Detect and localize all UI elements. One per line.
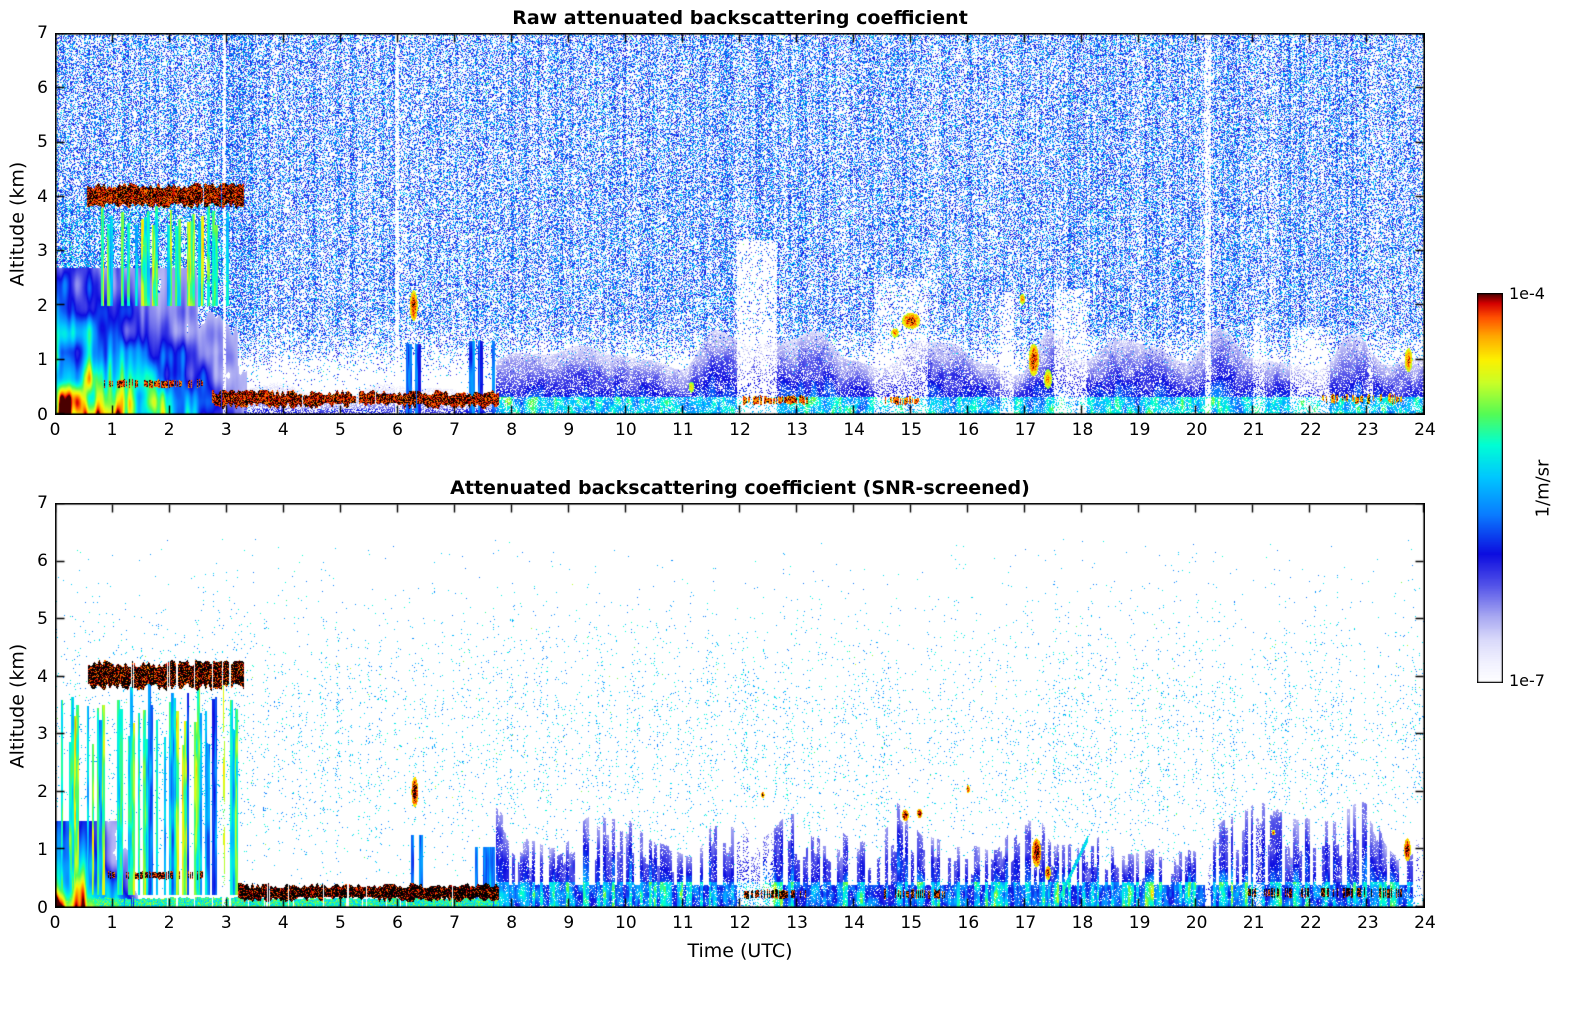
x-tick-label: 8 [506, 913, 518, 933]
x-tick-label: 21 [1242, 420, 1265, 440]
y-tick-label: 2 [37, 295, 48, 316]
x-tick-label: 23 [1357, 913, 1379, 933]
x-tick-label: 15 [900, 420, 923, 440]
x-tick-label: 14 [843, 913, 865, 933]
colorbar-unit-wrap: 1/m/sr [1528, 293, 1558, 683]
colorbar-gradient [1477, 293, 1503, 683]
x-tick-label: 16 [957, 913, 980, 933]
y-tick-label: 7 [37, 23, 48, 43]
y-tick-label: 6 [37, 77, 48, 98]
x-tick-label: 22 [1300, 420, 1322, 440]
x-tick-label: 4 [277, 420, 289, 440]
raw-backscatter-panel [55, 33, 1425, 415]
x-tick-label: 20 [1185, 913, 1208, 933]
y-tick-label: 0 [37, 405, 48, 425]
screened-panel-title: Attenuated backscattering coefficient (S… [450, 477, 1030, 499]
x-tick-label: 10 [615, 913, 637, 933]
colorbar [1477, 293, 1503, 683]
x-tick-label: 0 [49, 420, 61, 440]
y-tick-label: 1 [37, 840, 48, 861]
x-tick-label: 1 [106, 420, 118, 440]
x-tick-label: 9 [563, 913, 575, 933]
y-tick-label: 7 [37, 493, 48, 513]
x-tick-label: 4 [277, 913, 289, 933]
y-tick-label: 0 [37, 898, 48, 918]
x-tick-label: 21 [1242, 913, 1265, 933]
raw-panel-title: Raw attenuated backscattering coefficien… [512, 7, 968, 29]
x-tick-label: 23 [1357, 420, 1379, 440]
x-tick-label: 9 [563, 420, 575, 440]
x-tick-label: 5 [334, 420, 346, 440]
x-tick-label: 0 [49, 913, 61, 933]
y-tick-label: 4 [37, 666, 48, 687]
y-tick-label: 5 [37, 132, 48, 153]
raw-panel-ylabel-wrap: Altitude (km) [2, 33, 32, 415]
x-tick-label: 18 [1071, 913, 1094, 933]
colorbar-min-label: 1e-7 [1509, 671, 1545, 690]
x-tick-label: 11 [672, 913, 694, 933]
x-tick-label: 17 [1014, 913, 1037, 933]
x-tick-label: 6 [392, 913, 403, 933]
x-tick-label: 10 [615, 420, 637, 440]
colorbar-unit-label: 1/m/sr [1532, 459, 1554, 517]
x-tick-label: 19 [1128, 420, 1151, 440]
x-tick-label: 2 [163, 913, 175, 933]
x-tick-label: 7 [449, 420, 460, 440]
y-tick-label: 6 [37, 550, 48, 571]
raw-panel-y-axis-label: Altitude (km) [6, 161, 28, 287]
x-tick-label: 24 [1414, 420, 1436, 440]
y-tick-label: 3 [37, 241, 48, 262]
y-tick-label: 1 [37, 350, 48, 371]
y-tick-label: 2 [37, 782, 48, 803]
x-tick-label: 18 [1071, 420, 1094, 440]
x-tick-label: 20 [1185, 420, 1208, 440]
screened-backscatter-heatmap [55, 503, 1425, 908]
x-axis-label: Time (UTC) [687, 940, 793, 962]
y-tick-label: 3 [37, 724, 48, 745]
x-tick-label: 3 [220, 913, 232, 933]
y-tick-label: 4 [37, 186, 48, 207]
x-tick-label: 8 [506, 420, 518, 440]
x-tick-label: 14 [843, 420, 865, 440]
raw-backscatter-heatmap [55, 33, 1425, 415]
x-tick-label: 19 [1128, 913, 1151, 933]
x-tick-label: 6 [392, 420, 403, 440]
x-tick-label: 17 [1014, 420, 1037, 440]
screened-panel-ylabel-wrap: Altitude (km) [2, 503, 32, 908]
x-tick-label: 24 [1414, 913, 1436, 933]
x-tick-label: 12 [729, 420, 751, 440]
x-tick-label: 5 [334, 913, 346, 933]
x-tick-label: 13 [786, 420, 808, 440]
screened-backscatter-panel [55, 503, 1425, 908]
x-tick-label: 2 [163, 420, 175, 440]
y-tick-label: 5 [37, 608, 48, 629]
colorbar-max-label: 1e-4 [1509, 284, 1545, 303]
x-tick-label: 22 [1300, 913, 1322, 933]
x-tick-label: 7 [449, 913, 460, 933]
x-tick-label: 12 [729, 913, 751, 933]
x-tick-label: 13 [786, 913, 808, 933]
x-tick-label: 15 [900, 913, 923, 933]
x-tick-label: 1 [106, 913, 118, 933]
x-tick-label: 16 [957, 420, 980, 440]
x-tick-label: 11 [672, 420, 694, 440]
screened-panel-y-axis-label: Altitude (km) [6, 643, 28, 768]
x-tick-label: 3 [220, 420, 232, 440]
